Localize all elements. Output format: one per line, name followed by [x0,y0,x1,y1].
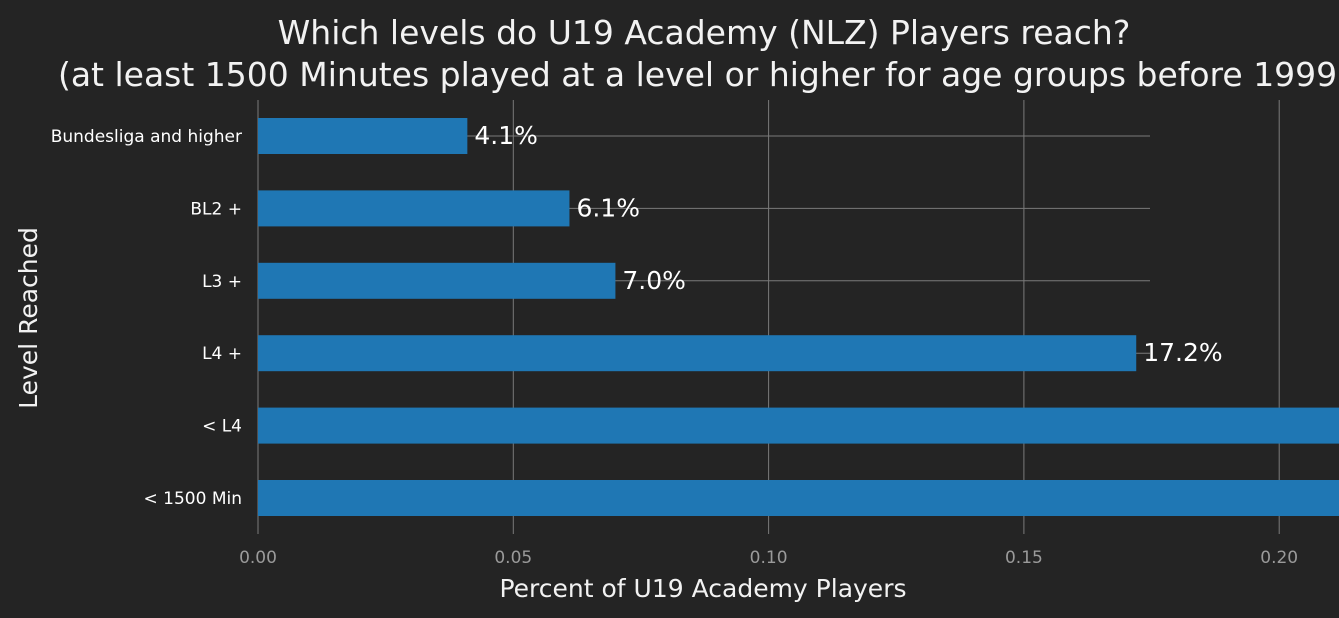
y-category-label: L3 + [202,272,242,292]
chart-title-line-1: Which levels do U19 Academy (NLZ) Player… [278,13,1131,52]
x-tick-label: 0.00 [239,548,277,568]
bar [258,190,570,227]
bar-value-label: 4.1% [474,121,538,150]
bar-value-label: 17.2% [1143,338,1222,367]
bar [258,118,468,154]
x-tick-label: 0.10 [750,548,788,568]
bar [258,262,616,299]
y-axis-label: Level Reached [14,227,43,409]
bar-value-label: 7.0% [622,266,686,295]
bar-layer [258,118,1339,516]
x-tick-label: 0.05 [494,548,532,568]
label-layer: 0.000.050.100.150.200.250.30Bundesliga a… [51,121,1298,568]
y-category-label: Bundesliga and higher [51,127,242,147]
y-category-label: < 1500 Min [144,489,242,509]
bar [258,480,1339,516]
y-category-label: < L4 [202,417,242,437]
bar [258,335,1137,372]
bar [258,407,1339,444]
x-axis-label: Percent of U19 Academy Players [499,574,906,603]
x-tick-label: 0.15 [1005,548,1043,568]
bar-value-label: 6.1% [576,193,640,222]
x-tick-label: 0.20 [1260,548,1298,568]
y-category-label: BL2 + [190,199,242,219]
y-category-label: L4 + [202,344,242,364]
chart-title-line-2: (at least 1500 Minutes played at a level… [58,55,1339,94]
grid-layer [257,100,1280,534]
